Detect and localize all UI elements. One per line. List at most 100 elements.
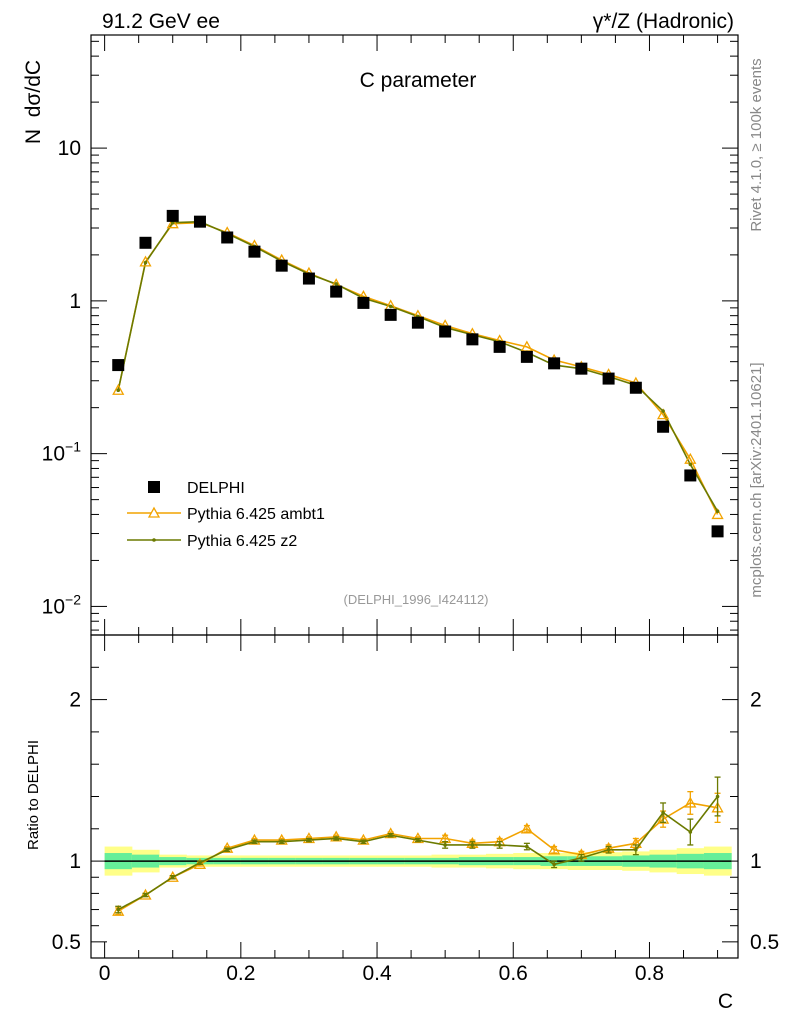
ratio-marker-z2 — [661, 810, 665, 815]
main-ytick-label-base: 10 — [42, 595, 65, 618]
main-marker-ambt1 — [711, 508, 724, 520]
main-ytick-label: 1 — [69, 290, 81, 313]
main-ytick-label: 10−2 — [42, 591, 82, 618]
ratio-marker-z2 — [416, 838, 420, 842]
main-marker-delphi — [629, 381, 642, 394]
ratio-marker-z2 — [116, 907, 121, 912]
ratio-ytick-label-left: 2 — [69, 689, 81, 712]
ratio-marker-z2 — [525, 844, 529, 849]
main-marker-delphi — [602, 372, 615, 385]
main-marker-delphi — [684, 469, 697, 482]
main-ytick-label-base: 10 — [42, 443, 65, 466]
main-ytick-label: 10 — [58, 137, 81, 160]
legend-label: Pythia 6.425 z2 — [187, 533, 297, 550]
main-marker-delphi — [657, 420, 670, 433]
xtick-label: 0.6 — [499, 962, 528, 985]
main-marker-delphi — [548, 357, 561, 370]
xtick-label: 0 — [99, 962, 111, 985]
ratio-marker-ambt1 — [656, 812, 670, 824]
ratio-ytick-label-right: 2 — [750, 689, 762, 712]
xtick-label: 0.4 — [362, 962, 392, 985]
main-marker-delphi — [575, 362, 588, 375]
legend-swatch-dot — [152, 538, 156, 542]
ratio-marker-z2 — [443, 843, 447, 847]
header-left: 91.2 GeV ee — [102, 10, 220, 33]
ratio-marker-z2 — [579, 856, 584, 860]
ratio-marker-z2 — [225, 847, 230, 852]
ratio-marker-z2 — [307, 838, 311, 842]
ratio-marker-ambt1 — [520, 822, 533, 834]
xtick-label: 0.2 — [226, 962, 255, 985]
main-marker-delphi — [193, 215, 206, 228]
main-marker-z2 — [143, 260, 148, 265]
ratio-ytick-label-right: 0.5 — [750, 931, 779, 954]
ratio-plot-frame — [90, 634, 739, 959]
main-marker-z2 — [715, 509, 720, 514]
ratio-marker-z2 — [552, 862, 556, 867]
xtick-label: 0.8 — [635, 962, 664, 985]
main-ytick-label: 10−1 — [42, 439, 82, 466]
legend-swatch-triangle — [147, 506, 161, 518]
main-marker-z2 — [334, 282, 338, 286]
main-marker-z2 — [688, 462, 693, 467]
main-marker-delphi — [166, 209, 179, 222]
main-marker-delphi — [302, 272, 315, 285]
ratio-marker-z2 — [606, 847, 611, 852]
main-marker-delphi — [139, 236, 152, 249]
main-marker-delphi — [357, 296, 370, 309]
legend-label: DELPHI — [187, 480, 245, 497]
ratio-marker-z2 — [688, 830, 693, 834]
chart-title: C parameter — [360, 69, 477, 92]
main-line-ambt1 — [117, 221, 719, 515]
main-marker-delphi — [221, 231, 234, 244]
ratio-marker-z2 — [388, 833, 393, 838]
main-marker-delphi — [112, 359, 125, 372]
ratio-marker-z2 — [361, 839, 366, 844]
ratio-marker-z2 — [497, 843, 502, 847]
ratio-marker-z2 — [170, 875, 175, 880]
ratio-marker-z2 — [634, 847, 638, 852]
main-marker-delphi — [520, 350, 533, 363]
main-marker-delphi — [439, 325, 452, 338]
ratio-marker-z2 — [470, 843, 475, 847]
main-marker-z2 — [661, 409, 665, 413]
main-marker-z2 — [388, 304, 393, 309]
main-marker-delphi — [384, 308, 397, 321]
ratio-ytick-label-right: 1 — [750, 850, 762, 873]
main-marker-ambt1 — [139, 255, 152, 267]
main-marker-delphi — [493, 340, 506, 353]
ratio-ytick-label-left: 0.5 — [52, 931, 81, 954]
main-marker-delphi — [330, 285, 343, 298]
ratio-marker-ambt1 — [112, 904, 125, 916]
ratio-marker-ambt1 — [548, 843, 561, 855]
main-marker-delphi — [248, 245, 261, 258]
main-marker-delphi — [275, 259, 288, 272]
ratio-marker-z2 — [334, 836, 338, 841]
header-right: γ*/Z (Hadronic) — [593, 10, 734, 33]
main-marker-z2 — [116, 388, 121, 393]
mcplots-label: mcplots.cern.ch [arXiv:2401.10621] — [748, 362, 765, 597]
ratio-marker-z2 — [252, 839, 257, 844]
legend-label: Pythia 6.425 ambt1 — [187, 506, 325, 523]
main-ylabel: N dσ/dC — [22, 60, 45, 144]
main-marker-delphi — [466, 333, 479, 346]
watermark: (DELPHI_1996_I424112) — [343, 592, 488, 607]
ratio-marker-z2 — [143, 893, 148, 897]
x-axis-label: C — [718, 990, 733, 1013]
main-marker-ambt1 — [166, 217, 179, 229]
legend-swatch-delphi — [148, 481, 160, 493]
rivet-label: Rivet 4.1.0, ≥ 100k events — [748, 58, 765, 231]
main-marker-delphi — [411, 316, 424, 329]
ratio-ylabel: Ratio to DELPHI — [25, 740, 42, 850]
ratio-marker-ambt1 — [684, 796, 697, 808]
main-marker-delphi — [711, 525, 724, 538]
ratio-marker-z2 — [198, 860, 202, 865]
main-marker-ambt1 — [112, 383, 125, 395]
main-ytick-label-exp: −1 — [65, 439, 81, 455]
main-marker-ambt1 — [656, 408, 670, 420]
ratio-marker-ambt1 — [139, 888, 152, 900]
main-line-z2 — [117, 220, 719, 512]
ratio-marker-z2 — [279, 839, 284, 844]
ratio-marker-z2 — [715, 794, 720, 799]
